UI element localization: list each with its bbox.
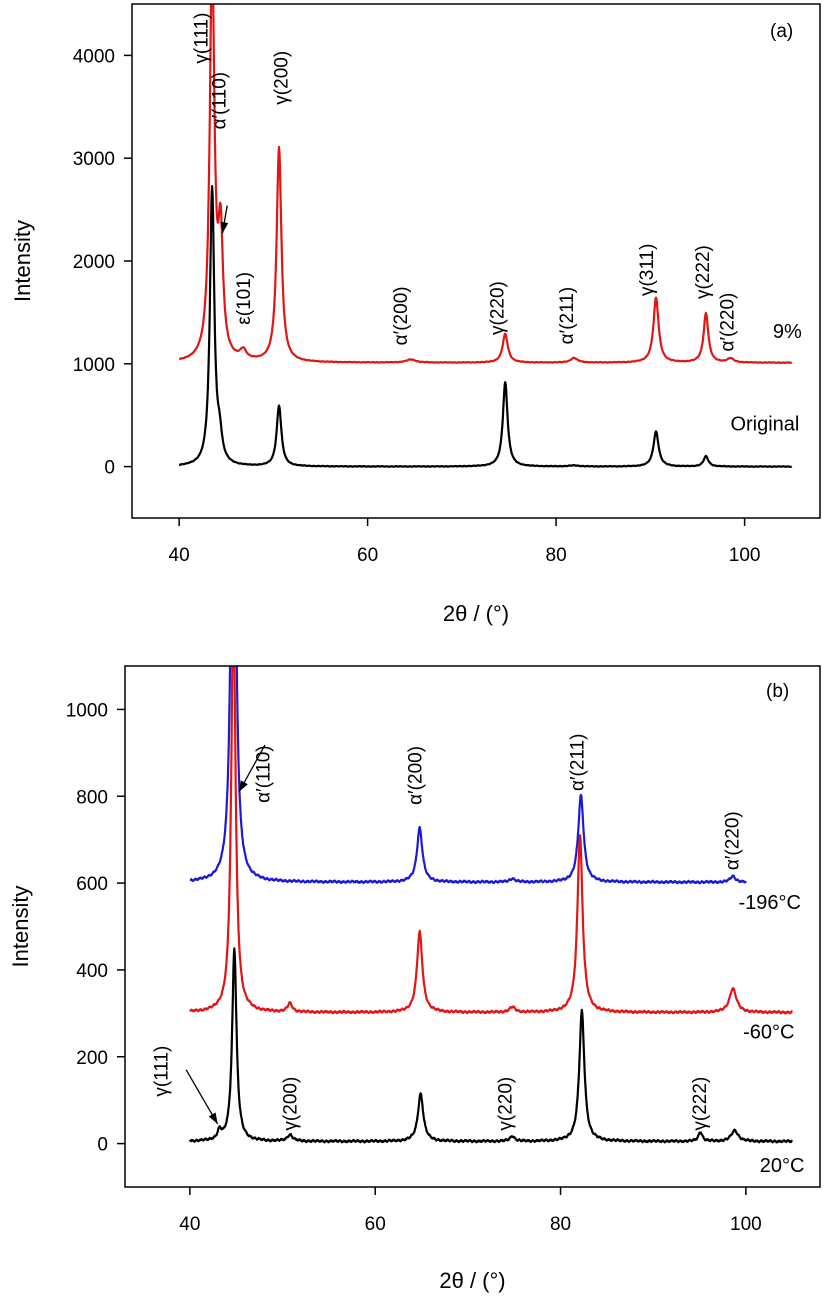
- series-line-60c: [189, 666, 793, 1015]
- y-axis-label: Intensity: [8, 886, 33, 968]
- panel-label: (b): [766, 681, 789, 702]
- x-tick-label: 100: [729, 545, 761, 566]
- y-axis-label: Intensity: [10, 220, 35, 302]
- x-tick-label: 80: [546, 545, 567, 566]
- series-label: 20°C: [760, 1155, 805, 1177]
- arrow-head: [238, 780, 248, 792]
- series-label: 9%: [773, 321, 802, 343]
- y-tick-label: 200: [76, 1048, 108, 1069]
- peak-annotation: α′(220): [722, 811, 743, 870]
- peak-annotation: α′(211): [568, 734, 589, 792]
- x-axis-label: 2θ / (°): [439, 1268, 505, 1293]
- series-line-9: [178, 4, 793, 364]
- panel-label: (a): [770, 21, 793, 42]
- x-tick-label: 40: [169, 545, 190, 566]
- peak-annotation: γ(200): [272, 51, 293, 105]
- y-tick-label: 4000: [73, 46, 115, 67]
- x-tick-label: 60: [357, 545, 378, 566]
- peak-annotation: ε(101): [234, 272, 255, 325]
- series-label: Original: [730, 414, 799, 436]
- peak-annotation: α′(110): [254, 745, 275, 803]
- y-tick-label: 1000: [73, 355, 115, 376]
- peak-annotation: γ(220): [487, 281, 508, 335]
- x-axis-label: 2θ / (°): [443, 601, 509, 626]
- y-tick-label: 1000: [66, 700, 108, 721]
- series-group: [188, 666, 793, 1144]
- y-tick-label: 3000: [73, 149, 115, 170]
- y-tick-label: 0: [97, 1135, 108, 1156]
- peak-annotation: α′(200): [406, 746, 427, 805]
- peak-annotation: γ(222): [693, 245, 714, 299]
- y-tick-label: 2000: [73, 252, 115, 273]
- peak-annotation: γ(220): [495, 1077, 516, 1131]
- peak-annotation: γ(111): [191, 13, 212, 64]
- series-line-196c: [189, 666, 747, 885]
- x-tick-label: 80: [550, 1214, 571, 1235]
- peak-annotation: γ(200): [280, 1077, 301, 1131]
- series-line-20c: [188, 947, 793, 1144]
- plot-frame: [124, 665, 821, 1188]
- peak-annotation: α′(220): [717, 293, 738, 352]
- peak-annotation: α′(200): [391, 286, 412, 345]
- series-label: -196°C: [738, 892, 800, 914]
- y-tick-label: 800: [76, 787, 108, 808]
- series-group: [178, 4, 793, 468]
- peak-annotation: γ(311): [637, 244, 658, 296]
- arrow-head: [220, 221, 229, 234]
- x-tick-label: 100: [730, 1214, 762, 1235]
- arrow-head: [208, 1112, 218, 1125]
- x-tick-label: 40: [179, 1214, 200, 1235]
- peak-annotation: α′(211): [557, 287, 578, 345]
- y-tick-label: 0: [104, 458, 115, 479]
- peak-annotation: γ(111): [152, 1046, 173, 1097]
- peak-annotation: γ(222): [690, 1077, 711, 1131]
- plot-frame: [131, 3, 821, 519]
- y-tick-label: 600: [76, 874, 108, 895]
- peak-annotation: α′(110): [209, 72, 230, 130]
- x-tick-label: 60: [365, 1214, 386, 1235]
- series-line-original: [178, 185, 793, 468]
- y-tick-label: 400: [76, 961, 108, 982]
- series-label: -60°C: [743, 1022, 794, 1044]
